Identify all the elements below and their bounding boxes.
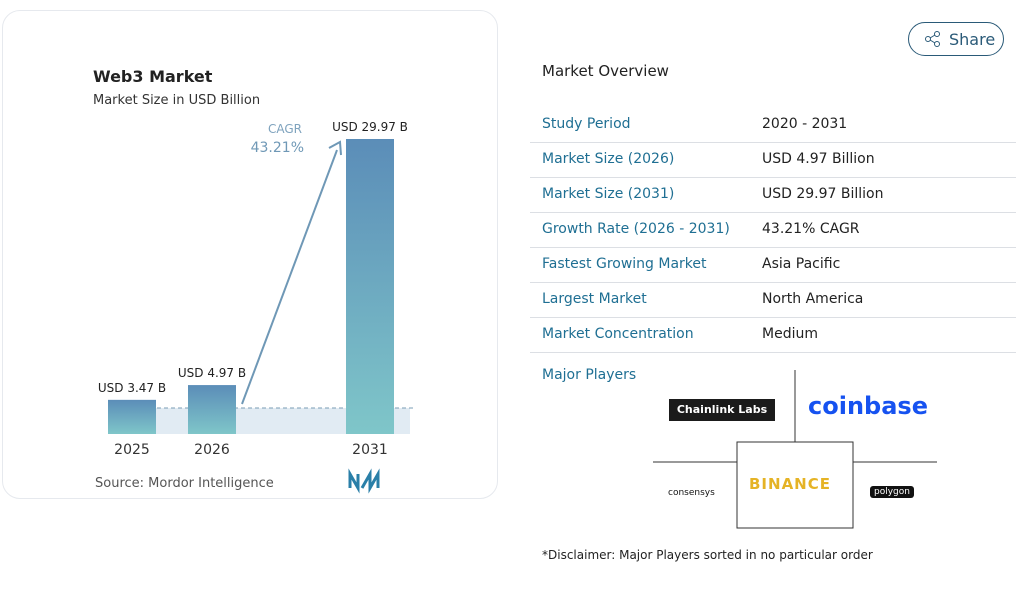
chart-subtitle: Market Size in USD Billion (93, 93, 260, 108)
data-label: USD 29.97 B (332, 120, 408, 134)
player-logo: consensys (668, 488, 715, 498)
x-tick-label: 2026 (194, 442, 230, 458)
overview-row: Growth Rate (2026 - 2031) 43.21% CAGR (530, 212, 1016, 248)
bar (188, 385, 236, 434)
row-label: Market Size (2026) (542, 151, 675, 167)
share-button[interactable]: Share (908, 22, 1004, 56)
bar (108, 399, 156, 434)
x-tick-label: 2025 (114, 442, 150, 458)
bar (346, 139, 394, 434)
data-label: USD 4.97 B (178, 366, 246, 380)
annotation: 43.21% (251, 140, 304, 156)
data-label: USD 3.47 B (98, 381, 166, 395)
player-logo: Chainlink Labs (669, 399, 775, 421)
row-label: Market Size (2031) (542, 186, 675, 202)
overview-row: Largest Market North America (530, 282, 1016, 318)
source-logo (348, 468, 380, 494)
row-label: Market Concentration (542, 326, 694, 342)
share-label: Share (949, 30, 996, 49)
player-logo: polygon (870, 486, 914, 498)
players-grid (653, 370, 937, 529)
annotation: CAGR (268, 122, 302, 136)
overview-row: Study Period 2020 - 2031 (530, 107, 1016, 143)
row-value: Medium (762, 326, 818, 342)
players-title: Major Players (542, 367, 637, 383)
overview-row: Market Size (2031) USD 29.97 Billion (530, 177, 1016, 213)
row-value: USD 4.97 Billion (762, 151, 875, 167)
player-logo: coinbase (808, 392, 928, 420)
source: Source: Mordor Intelligence (95, 476, 274, 491)
player-logo: BINANCE (749, 475, 831, 493)
overview-row: Market Size (2026) USD 4.97 Billion (530, 142, 1016, 178)
chart-card (2, 10, 498, 499)
share-icon (925, 31, 940, 47)
x-tick-label: 2031 (352, 442, 388, 458)
row-label: Largest Market (542, 291, 647, 307)
arrow-head (328, 140, 342, 156)
row-value: USD 29.97 Billion (762, 186, 884, 202)
chart: Web3 Market Market Size in USD Billion C… (93, 67, 414, 494)
disclaimer: *Disclaimer: Major Players sorted in no … (542, 548, 873, 562)
overview-row: Market Concentration Medium (530, 317, 1016, 353)
overview-title: Market Overview (542, 62, 669, 80)
row-value: Asia Pacific (762, 256, 841, 272)
chart-title: Web3 Market (93, 67, 213, 86)
cagr-arrow (241, 149, 338, 405)
row-label: Fastest Growing Market (542, 256, 707, 272)
row-label: Growth Rate (2026 - 2031) (542, 221, 730, 237)
row-value: 43.21% CAGR (762, 221, 860, 237)
row-value: 2020 - 2031 (762, 116, 848, 132)
row-value: North America (762, 291, 864, 307)
overview-row: Fastest Growing Market Asia Pacific (530, 247, 1016, 283)
row-label: Study Period (542, 116, 631, 132)
